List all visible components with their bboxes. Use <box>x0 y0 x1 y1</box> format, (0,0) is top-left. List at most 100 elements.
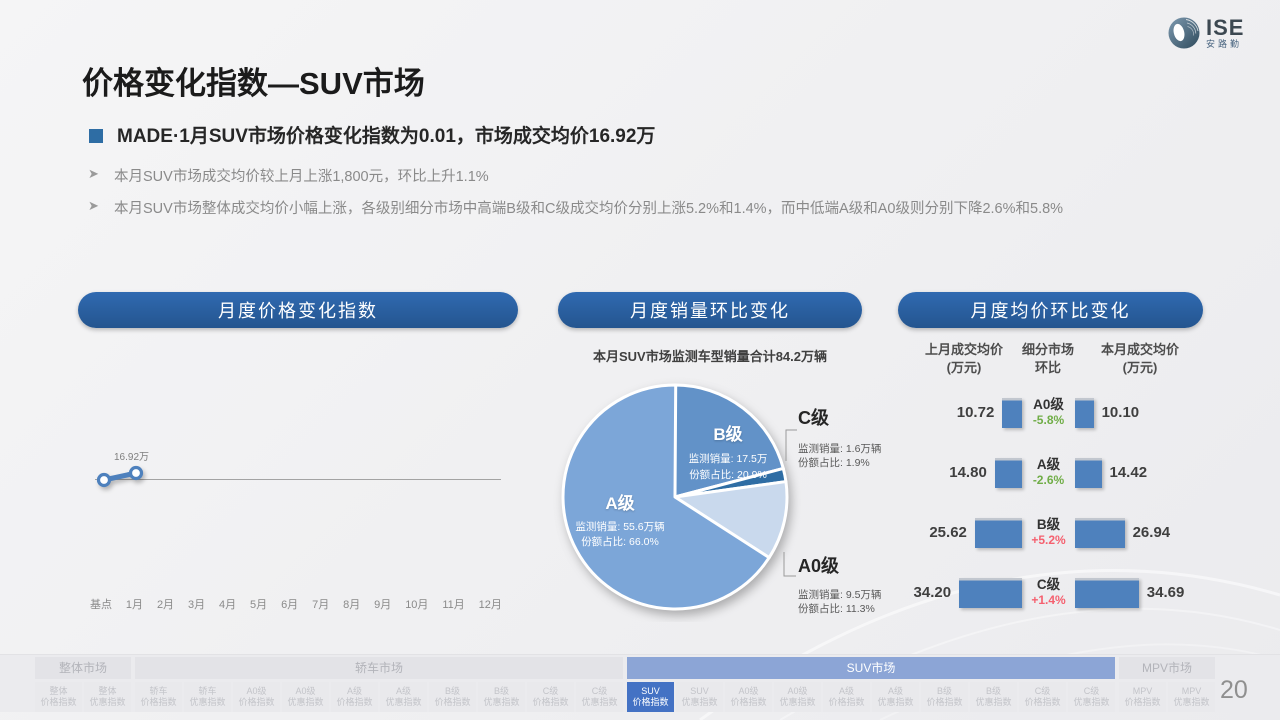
key-bullet-icon <box>89 129 103 143</box>
x-tick-label: 8月 <box>343 599 361 611</box>
pie-share-a0: 份额占比: 11.3% <box>798 603 875 615</box>
nav-row: 整体市场 整体 价格指数 整体 优惠指数 轿车市场 轿车 价格指数 轿车 优惠指数 A0级 价格指数 A… <box>35 657 1215 712</box>
nav-item-A0级-优惠指数[interactable]: A0级 优惠指数 <box>774 682 821 712</box>
nav-item-A级-价格指数[interactable]: A级 价格指数 <box>823 682 870 712</box>
change-pct-B级: +5.2% <box>1031 533 1066 547</box>
value-this-month-C级: 34.69 <box>1146 584 1185 601</box>
bottom-navigation-bar: 整体市场 整体 价格指数 整体 优惠指数 轿车市场 轿车 价格指数 轿车 优惠指数 A0级 价格指数 A… <box>0 654 1280 712</box>
bar-this-month-A级 <box>1075 458 1102 488</box>
nav-group-整体市场: 整体市场整体 价格指数 整体 优惠指数 <box>35 657 131 712</box>
page-title: 价格变化指数—SUV市场 <box>82 66 425 101</box>
value-last-month-A0级: 10.72 <box>956 404 995 421</box>
nav-item-C级-价格指数[interactable]: C级 价格指数 <box>527 682 574 712</box>
bar-last-month-C级 <box>959 578 1022 608</box>
change-pct-A级: -2.6% <box>1032 473 1065 487</box>
nav-item-C级-优惠指数[interactable]: C级 优惠指数 <box>576 682 623 712</box>
data-point-label: 16.92万 <box>114 452 150 463</box>
column-header-segment: 细分市场 环比 <box>1021 342 1074 375</box>
pie-label-a0: A0级 <box>798 556 840 576</box>
nav-group-header-MPV市场[interactable]: MPV市场 <box>1119 657 1215 679</box>
nav-item-A级-价格指数[interactable]: A级 价格指数 <box>331 682 378 712</box>
pie-volume-a0: 监测销量: 9.5万辆 <box>798 589 882 601</box>
pie-volume-c: 监测销量: 1.6万辆 <box>798 443 882 455</box>
x-tick-label: 9月 <box>374 599 392 611</box>
pie-share-a: 份额占比: 66.0% <box>581 536 659 548</box>
pie-share-b: 份额占比: 20.9% <box>689 469 767 481</box>
section-header-avg-price-change: 月度均价环比变化 <box>898 292 1203 328</box>
nav-item-A0级-价格指数[interactable]: A0级 价格指数 <box>233 682 280 712</box>
x-tick-label: 12月 <box>478 599 502 611</box>
data-point-jan <box>128 465 144 481</box>
nav-item-B级-优惠指数[interactable]: B级 优惠指数 <box>478 682 525 712</box>
bar-last-month-B级 <box>974 518 1022 548</box>
logo: ISE 安路勤 <box>1166 12 1266 54</box>
key-point-text: MADE·1月SUV市场价格变化指数为0.01，市场成交均价16.92万 <box>117 126 656 147</box>
x-tick-label: 11月 <box>442 599 465 611</box>
value-this-month-B级: 26.94 <box>1132 524 1171 541</box>
pie-slice-A0级 <box>673 480 789 560</box>
nav-group-SUV市场: SUV市场 SUV 价格指数 SUV 优惠指数 A0级 价格指数 A0级 优惠指数 A级 价格指数 A… <box>627 657 1115 712</box>
line-chart-axis <box>95 479 501 480</box>
pie-label-c: C级 <box>798 408 829 428</box>
nav-item-A0级-价格指数[interactable]: A0级 价格指数 <box>725 682 772 712</box>
bar-this-month-C级 <box>1075 578 1139 608</box>
segment-label-B级: B级 +5.2% <box>1022 517 1075 547</box>
pie-slice-B级 <box>673 383 785 499</box>
logo-text: ISE <box>1206 15 1245 40</box>
pie-chart <box>561 383 797 611</box>
pie-chart-title: 本月SUV市场监测车型销量合计84.2万辆 <box>592 349 828 364</box>
section-header-sales-change: 月度销量环比变化 <box>558 292 862 328</box>
nav-item-B级-优惠指数[interactable]: B级 优惠指数 <box>970 682 1017 712</box>
x-tick-label: 6月 <box>281 599 299 611</box>
value-this-month-A级: 14.42 <box>1109 464 1148 481</box>
globe-icon <box>1168 17 1200 49</box>
line-chart-x-axis-labels: 基点 1月 2月 3月 4月 5月 6月 7月 8月 9月 10月 11月 12月 <box>90 596 502 612</box>
nav-item-B级-价格指数[interactable]: B级 价格指数 <box>921 682 968 712</box>
nav-group-header-SUV市场[interactable]: SUV市场 <box>627 657 1115 679</box>
nav-item-B级-价格指数[interactable]: B级 价格指数 <box>429 682 476 712</box>
nav-item-轿车-优惠指数[interactable]: 轿车 优惠指数 <box>184 682 231 712</box>
nav-item-A0级-优惠指数[interactable]: A0级 优惠指数 <box>282 682 329 712</box>
value-last-month-B级: 25.62 <box>929 524 967 541</box>
nav-group-轿车市场: 轿车市场轿车 价格指数 轿车 优惠指数 A0级 价格指数 A0级 优惠指数 A级 价格指数 A级 优惠… <box>135 657 623 712</box>
pie-label-b: B级 <box>713 425 743 444</box>
value-this-month-A0级: 10.10 <box>1101 404 1140 421</box>
nav-item-A级-优惠指数[interactable]: A级 优惠指数 <box>380 682 427 712</box>
x-tick-label: 5月 <box>250 599 268 611</box>
nav-item-整体-优惠指数[interactable]: 整体 优惠指数 <box>84 682 131 712</box>
nav-group-header-轿车市场[interactable]: 轿车市场 <box>135 657 623 679</box>
nav-item-MPV-优惠指数[interactable]: MPV 优惠指数 <box>1168 682 1215 712</box>
leader-line-c <box>785 429 797 461</box>
change-pct-C级: +1.4% <box>1031 593 1066 607</box>
value-last-month-C级: 34.20 <box>913 584 952 601</box>
x-tick-label: 7月 <box>312 599 330 611</box>
sub-bullet-2: ➤ 本月SUV市场整体成交均价小幅上涨，各级别细分市场中高端B级和C级成交均价分… <box>88 198 1198 220</box>
bar-last-month-A0级 <box>1002 398 1022 428</box>
pie-volume-a: 监测销量: 55.6万辆 <box>575 521 665 533</box>
nav-group-MPV市场: MPV市场 MPV 价格指数 MPV 优惠指数 <box>1119 657 1215 712</box>
bar-last-month-A级 <box>994 458 1022 488</box>
data-point-base <box>96 472 112 488</box>
leader-line-a0 <box>783 552 796 577</box>
x-tick-label: 1月 <box>125 599 144 611</box>
nav-item-MPV-价格指数[interactable]: MPV 价格指数 <box>1119 682 1166 712</box>
nav-item-C级-优惠指数[interactable]: C级 优惠指数 <box>1068 682 1115 712</box>
nav-group-header-整体市场[interactable]: 整体市场 <box>35 657 131 679</box>
sub-bullet-1: ➤ 本月SUV市场成交均价较上月上涨1,800元，环比上升1.1% <box>88 166 1198 188</box>
nav-item-C级-价格指数[interactable]: C级 价格指数 <box>1019 682 1066 712</box>
nav-item-轿车-价格指数[interactable]: 轿车 价格指数 <box>135 682 182 712</box>
logo-subtext: 安路勤 <box>1206 39 1243 49</box>
x-tick-label: 4月 <box>219 599 237 611</box>
nav-item-A级-优惠指数[interactable]: A级 优惠指数 <box>872 682 919 712</box>
bar-this-month-B级 <box>1075 518 1125 548</box>
segment-label-A0级: A0级 -5.8% <box>1022 397 1075 427</box>
nav-item-SUV-优惠指数[interactable]: SUV 优惠指数 <box>676 682 723 712</box>
nav-item-整体-价格指数[interactable]: 整体 价格指数 <box>35 682 82 712</box>
segment-label-A级: A级 -2.6% <box>1022 457 1075 487</box>
arrow-bullet-icon: ➤ <box>88 166 99 181</box>
arrow-bullet-icon: ➤ <box>88 198 99 213</box>
nav-item-SUV-价格指数[interactable]: SUV 价格指数 <box>627 682 674 712</box>
line-chart-series <box>96 465 144 488</box>
x-tick-label: 基点 <box>90 599 112 611</box>
